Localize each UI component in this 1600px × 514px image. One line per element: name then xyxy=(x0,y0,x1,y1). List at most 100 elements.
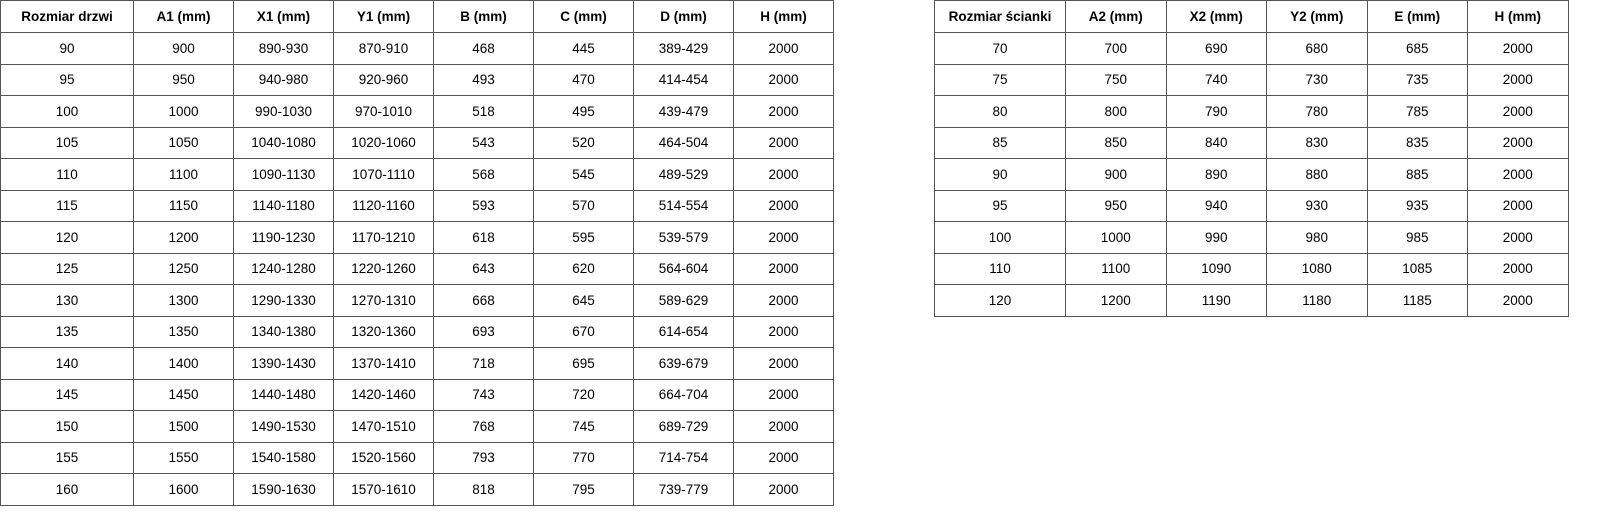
table-cell: 970-1010 xyxy=(333,95,434,128)
table-cell: 2000 xyxy=(733,158,834,191)
table-cell: 135 xyxy=(0,315,134,348)
table-cell: 1090 xyxy=(1165,252,1267,285)
table-cell: 890-930 xyxy=(233,32,334,65)
table-cell: 870-910 xyxy=(333,32,434,65)
table-cell: 2000 xyxy=(733,378,834,411)
table-cell: 130 xyxy=(0,284,134,317)
table-cell: 150 xyxy=(0,410,134,443)
table-cell: 1290-1330 xyxy=(233,284,334,317)
table-cell: 140 xyxy=(0,347,134,380)
table-cell: 75 xyxy=(934,63,1066,96)
table-cell: 1180 xyxy=(1266,284,1368,317)
table-cell: 1420-1460 xyxy=(333,378,434,411)
table-cell: 920-960 xyxy=(333,63,434,96)
table-cell: 643 xyxy=(433,252,534,285)
table-cell: 493 xyxy=(433,63,534,96)
table-cell: 1490-1530 xyxy=(233,410,334,443)
table-cell: 439-479 xyxy=(633,95,734,128)
door-size-table: Rozmiar drzwi A1 (mm) X1 (mm) Y1 (mm) B (mm)… xyxy=(0,0,834,506)
column-header: E (mm) xyxy=(1366,0,1468,33)
table-row: 130 1300 1290-1330 1270-1310 668 645 589-629 20… xyxy=(0,284,834,317)
table-cell: 985 xyxy=(1366,221,1468,254)
table-row: 155 1550 1540-1580 1520-1560 793 770 714-754 20… xyxy=(0,441,834,474)
table-cell: 160 xyxy=(0,473,134,506)
table-cell: 543 xyxy=(433,126,534,159)
table-cell: 664-704 xyxy=(633,378,734,411)
table-cell: 70 xyxy=(934,32,1066,65)
column-header: Y1 (mm) xyxy=(333,0,434,33)
table-cell: 645 xyxy=(533,284,634,317)
table-cell: 2000 xyxy=(1467,284,1569,317)
table-cell: 568 xyxy=(433,158,534,191)
table-cell: 2000 xyxy=(1467,126,1569,159)
table-cell: 730 xyxy=(1266,63,1368,96)
table-cell: 1450 xyxy=(133,378,234,411)
table-cell: 1400 xyxy=(133,347,234,380)
table-cell: 770 xyxy=(533,441,634,474)
table-cell: 125 xyxy=(0,252,134,285)
table-cell: 1100 xyxy=(133,158,234,191)
table-row: 105 1050 1040-1080 1020-1060 543 520 464-504 20… xyxy=(0,126,834,159)
table-cell: 693 xyxy=(433,315,534,348)
table-cell: 2000 xyxy=(1467,63,1569,96)
table-cell: 1390-1430 xyxy=(233,347,334,380)
table-cell: 1150 xyxy=(133,189,234,222)
table-cell: 514-554 xyxy=(633,189,734,222)
table-cell: 120 xyxy=(934,284,1066,317)
table-cell: 1080 xyxy=(1266,252,1368,285)
table-cell: 468 xyxy=(433,32,534,65)
table-cell: 718 xyxy=(433,347,534,380)
table-row: 110 1100 1090-1130 1070-1110 568 545 489-529 20… xyxy=(0,158,834,191)
table-cell: 639-679 xyxy=(633,347,734,380)
table-cell: 890 xyxy=(1165,158,1267,191)
table-cell: 100 xyxy=(0,95,134,128)
table-cell: 1090-1130 xyxy=(233,158,334,191)
table-cell: 745 xyxy=(533,410,634,443)
table-cell: 595 xyxy=(533,221,634,254)
table-cell: 2000 xyxy=(733,252,834,285)
table-cell: 680 xyxy=(1266,32,1368,65)
table-cell: 790 xyxy=(1165,95,1267,128)
table-row: 80 800 790 780 785 2000 xyxy=(934,95,1569,128)
table-cell: 793 xyxy=(433,441,534,474)
table-cell: 1500 xyxy=(133,410,234,443)
table-cell: 1190-1230 xyxy=(233,221,334,254)
table-cell: 389-429 xyxy=(633,32,734,65)
table-cell: 980 xyxy=(1266,221,1368,254)
table-cell: 830 xyxy=(1266,126,1368,159)
table-cell: 1250 xyxy=(133,252,234,285)
table-cell: 120 xyxy=(0,221,134,254)
table-row: 90 900 890 880 885 2000 xyxy=(934,158,1569,191)
table-cell: 489-529 xyxy=(633,158,734,191)
table-cell: 105 xyxy=(0,126,134,159)
table-cell: 470 xyxy=(533,63,634,96)
table-cell: 1350 xyxy=(133,315,234,348)
column-header: B (mm) xyxy=(433,0,534,33)
table-cell: 990 xyxy=(1165,221,1267,254)
column-header: D (mm) xyxy=(633,0,734,33)
table-cell: 85 xyxy=(934,126,1066,159)
table-row: 75 750 740 730 735 2000 xyxy=(934,63,1569,96)
table-cell: 685 xyxy=(1366,32,1468,65)
column-header: C (mm) xyxy=(533,0,634,33)
table-row: 120 1200 1190 1180 1185 2000 xyxy=(934,284,1569,317)
table-cell: 414-454 xyxy=(633,63,734,96)
table-cell: 2000 xyxy=(733,221,834,254)
table-row: 70 700 690 680 685 2000 xyxy=(934,32,1569,65)
table-cell: 2000 xyxy=(733,441,834,474)
wall-size-table: Rozmiar ścianki A2 (mm) X2 (mm) Y2 (mm) E (m… xyxy=(934,0,1569,317)
table-cell: 593 xyxy=(433,189,534,222)
table-cell: 445 xyxy=(533,32,634,65)
table-cell: 110 xyxy=(0,158,134,191)
table-cell: 700 xyxy=(1065,32,1167,65)
table-row: 125 1250 1240-1280 1220-1260 643 620 564-604 20… xyxy=(0,252,834,285)
table-cell: 1020-1060 xyxy=(333,126,434,159)
table-cell: 720 xyxy=(533,378,634,411)
table-cell: 1590-1630 xyxy=(233,473,334,506)
table-cell: 1240-1280 xyxy=(233,252,334,285)
table-cell: 1340-1380 xyxy=(233,315,334,348)
table-cell: 1140-1180 xyxy=(233,189,334,222)
table-row: 90 900 890-930 870-910 468 445 389-429 2000 xyxy=(0,32,834,65)
table-row: 95 950 940 930 935 2000 xyxy=(934,189,1569,222)
column-header: Rozmiar drzwi xyxy=(0,0,134,33)
